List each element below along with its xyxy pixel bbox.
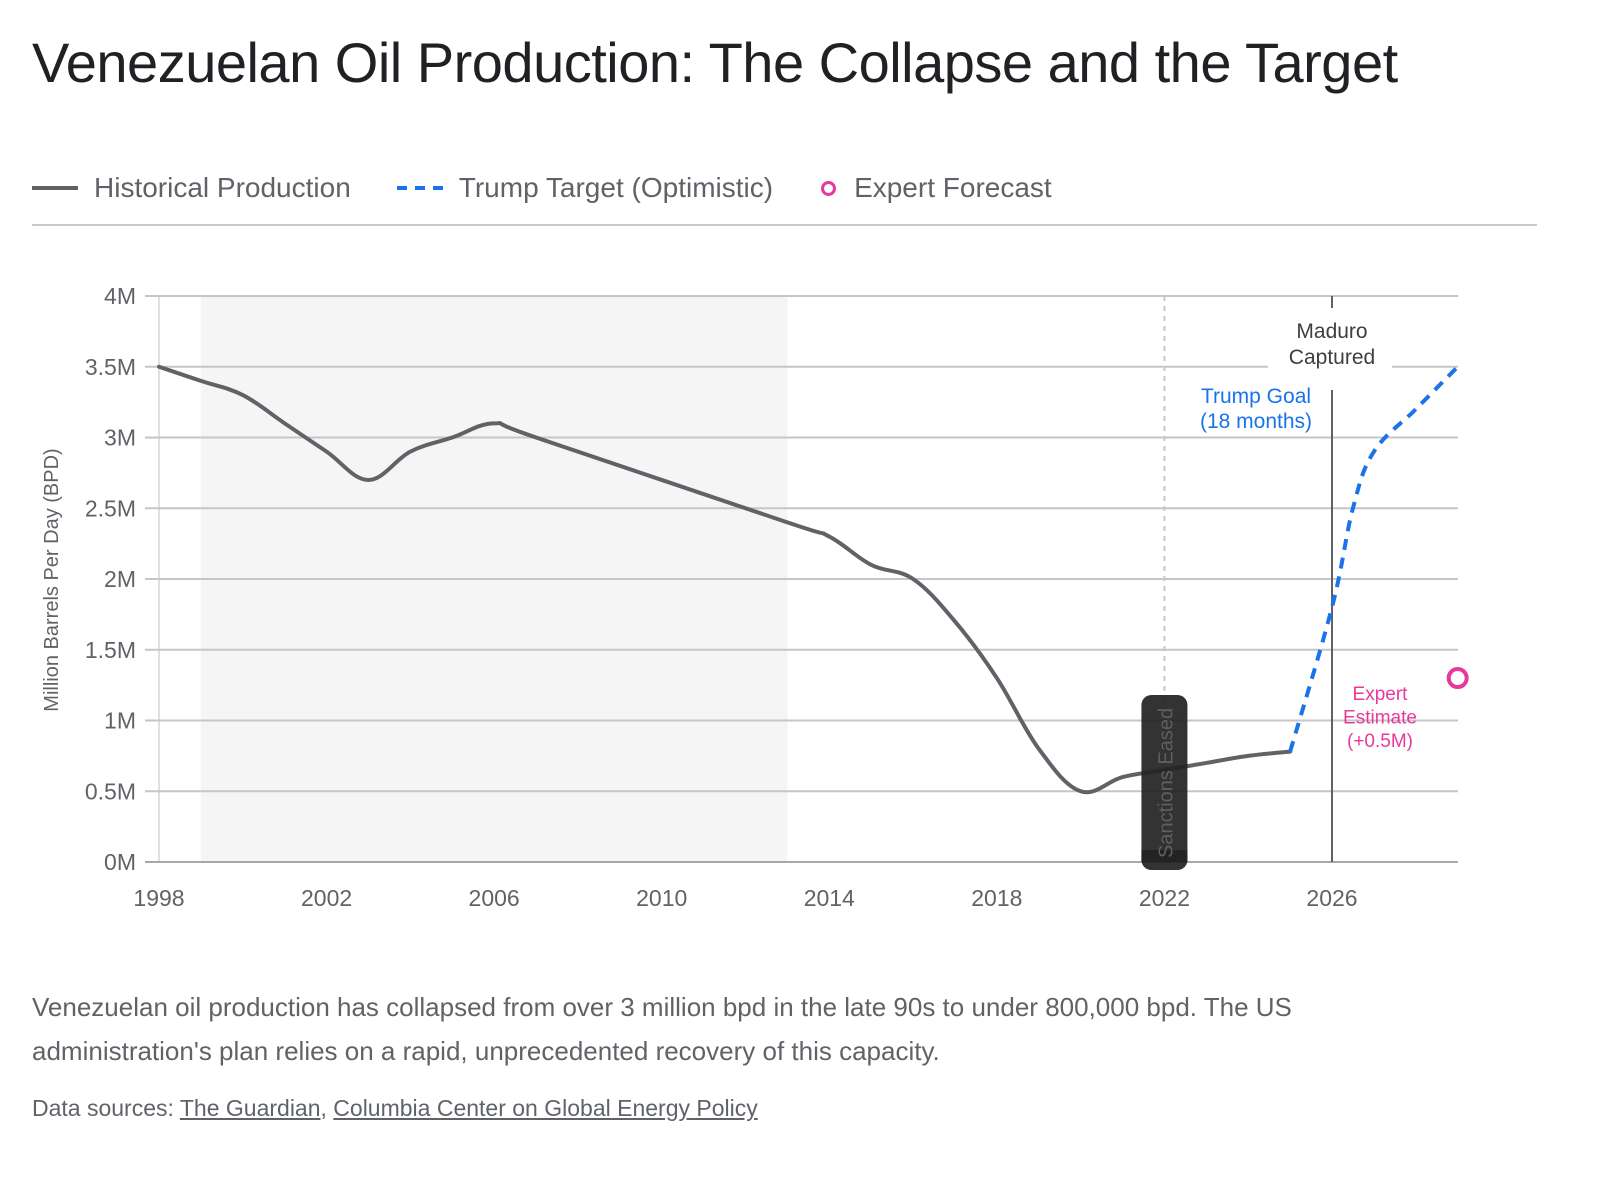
trump-goal-label: Trump Goal	[1201, 385, 1311, 408]
legend-item-expert-forecast[interactable]: Expert Forecast	[819, 172, 1052, 204]
source-link-columbia[interactable]: Columbia Center on Global Energy Policy	[333, 1095, 758, 1121]
dashed-line-swatch-icon	[396, 186, 443, 190]
historical-production-line	[157, 364, 1293, 795]
y-tick-label: 1.5M	[85, 637, 136, 663]
chart-svg: 0M 0.5M 1M 1.5M 2M 2.5M 3M 3.5M 4M 1998 2002 2006 2…	[41, 283, 1469, 911]
legend-label: Historical Production	[94, 172, 351, 203]
legend-label: Expert Forecast	[854, 172, 1052, 203]
x-tick-label: 2018	[971, 885, 1022, 911]
x-tick-label: 2002	[301, 885, 352, 911]
legend: Historical Production Trump Target (Opti…	[32, 168, 1098, 208]
maduro-captured-label: Maduro	[1296, 320, 1367, 343]
chart-title: Venezuelan Oil Production: The Collapse …	[32, 31, 1398, 94]
y-tick-label: 2.5M	[85, 495, 136, 521]
legend-label: Trump Target (Optimistic)	[458, 172, 774, 203]
y-tick-label: 3M	[104, 425, 136, 451]
trump-target-line	[1288, 365, 1460, 753]
sanctions-eased-badge-base	[1141, 850, 1188, 862]
sources-label: Data sources:	[32, 1095, 180, 1121]
y-tick-label: 2M	[104, 566, 136, 592]
trump-goal-label: (18 months)	[1200, 410, 1312, 433]
x-tick-label: 2026	[1306, 885, 1357, 911]
sanctions-eased-badge	[1141, 695, 1188, 870]
x-tick-label: 2010	[636, 885, 687, 911]
legend-divider	[32, 224, 1537, 226]
source-separator: ,	[320, 1095, 334, 1121]
y-tick-label: 3.5M	[85, 354, 136, 380]
x-tick-label: 1998	[133, 885, 184, 911]
chart-description: Venezuelan oil production has collapsed …	[32, 992, 1292, 1066]
sanctions-eased-label: Sanctions Eased	[1155, 708, 1177, 858]
expert-estimate-label: (+0.5M)	[1347, 731, 1413, 752]
legend-item-trump-target[interactable]: Trump Target (Optimistic)	[396, 172, 774, 204]
expert-forecast-point[interactable]	[1446, 667, 1469, 690]
y-tick-label: 4M	[104, 283, 136, 309]
solid-line-swatch-icon	[32, 186, 78, 190]
x-tick-label: 2014	[804, 885, 855, 911]
y-tick-label: 0M	[104, 849, 136, 875]
maduro-label-backing	[1268, 312, 1392, 378]
x-tick-label: 2022	[1139, 885, 1190, 911]
maduro-captured-label: Captured	[1289, 346, 1375, 369]
legend-item-historical[interactable]: Historical Production	[32, 172, 351, 204]
expert-estimate-label: Estimate	[1343, 708, 1417, 729]
ring-marker-icon	[821, 180, 837, 196]
x-tick-label: 2006	[469, 885, 520, 911]
expert-estimate-label: Expert	[1353, 684, 1409, 705]
data-sources: Data sources: The Guardian, Columbia Cen…	[32, 1095, 758, 1122]
y-tick-label: 1M	[104, 708, 136, 734]
source-link-guardian[interactable]: The Guardian	[179, 1095, 321, 1121]
y-tick-label: 0.5M	[85, 778, 136, 804]
y-axis-label: Million Barrels Per Day (BPD)	[41, 448, 63, 711]
